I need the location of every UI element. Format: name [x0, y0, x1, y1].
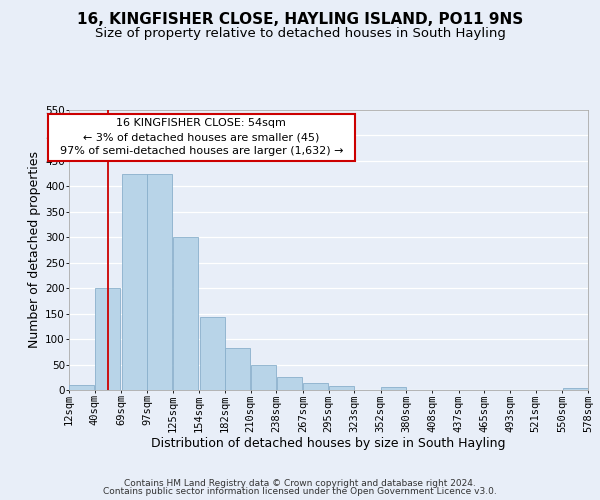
- Bar: [303, 384, 328, 390]
- Bar: [277, 378, 302, 390]
- Bar: [173, 238, 198, 390]
- Bar: [251, 364, 276, 390]
- Bar: [381, 388, 406, 390]
- Text: Contains HM Land Registry data © Crown copyright and database right 2024.: Contains HM Land Registry data © Crown c…: [124, 478, 476, 488]
- Text: 16, KINGFISHER CLOSE, HAYLING ISLAND, PO11 9NS: 16, KINGFISHER CLOSE, HAYLING ISLAND, PO…: [77, 12, 523, 28]
- Text: 16 KINGFISHER CLOSE: 54sqm  
  ← 3% of detached houses are smaller (45)  
  97% : 16 KINGFISHER CLOSE: 54sqm ← 3% of detac…: [53, 118, 350, 156]
- Bar: [148, 174, 172, 390]
- Bar: [225, 348, 250, 390]
- Bar: [563, 388, 587, 390]
- Text: Size of property relative to detached houses in South Hayling: Size of property relative to detached ho…: [95, 28, 505, 40]
- Bar: [70, 385, 94, 390]
- Bar: [122, 174, 146, 390]
- Text: Contains public sector information licensed under the Open Government Licence v3: Contains public sector information licen…: [103, 487, 497, 496]
- Y-axis label: Number of detached properties: Number of detached properties: [28, 152, 41, 348]
- Bar: [95, 288, 120, 390]
- Bar: [200, 317, 224, 390]
- Bar: [329, 386, 354, 390]
- X-axis label: Distribution of detached houses by size in South Hayling: Distribution of detached houses by size …: [151, 437, 506, 450]
